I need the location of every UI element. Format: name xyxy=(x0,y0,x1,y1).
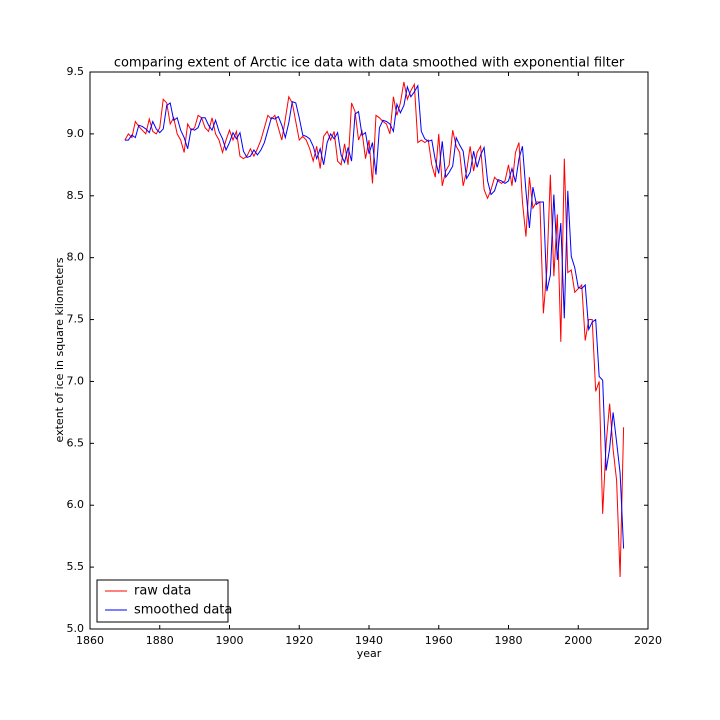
x-tick-label: 1920 xyxy=(285,634,313,647)
x-axis-label: year xyxy=(357,647,382,660)
x-tick-label: 1900 xyxy=(216,634,244,647)
x-tick-label: 1980 xyxy=(495,634,523,647)
y-tick-label: 9.0 xyxy=(67,127,85,140)
y-tick-label: 5.0 xyxy=(67,622,85,635)
x-tick-label: 1960 xyxy=(425,634,453,647)
x-tick-label: 1940 xyxy=(355,634,383,647)
plot-frame xyxy=(89,71,649,630)
x-tick-label: 1880 xyxy=(146,634,174,647)
y-tick-label: 9.5 xyxy=(67,65,85,78)
x-tick-label: 2000 xyxy=(564,634,592,647)
y-tick-label: 7.5 xyxy=(67,313,85,326)
y-tick-label: 6.5 xyxy=(67,436,85,449)
legend-box xyxy=(96,579,229,623)
legend-label: smoothed data xyxy=(134,603,232,618)
x-tick-label: 1860 xyxy=(76,634,104,647)
y-tick-label: 5.5 xyxy=(67,560,85,573)
data-line xyxy=(124,81,625,578)
y-axis-label: extent of ice in square kilometers xyxy=(53,257,66,442)
legend-label: raw data xyxy=(134,584,191,599)
y-tick-label: 6.0 xyxy=(67,498,85,511)
y-tick-label: 8.0 xyxy=(67,251,85,264)
data-line xyxy=(124,83,625,549)
y-tick-label: 8.5 xyxy=(67,189,85,202)
y-tick-label: 7.0 xyxy=(67,374,85,387)
chart-title: comparing extent of Arctic ice data with… xyxy=(114,56,625,71)
x-tick-label: 2020 xyxy=(634,634,662,647)
